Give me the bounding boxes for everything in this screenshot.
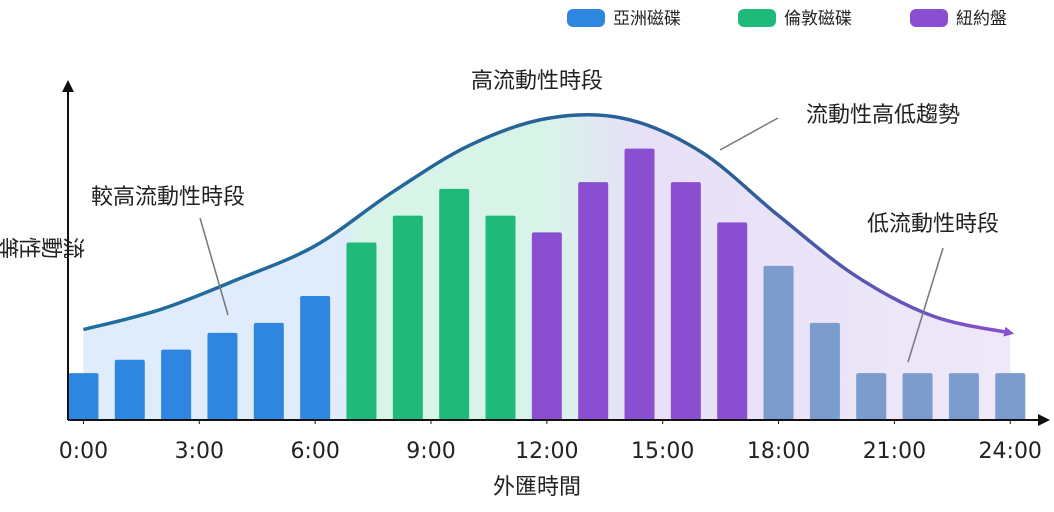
- legend-swatch: [910, 9, 948, 27]
- legend-label: 倫敦磁碟: [784, 9, 852, 29]
- y-axis-arrow: [62, 80, 74, 92]
- bar: [439, 188, 470, 420]
- bar: [624, 148, 655, 420]
- trend-line: [83, 112, 1015, 337]
- bar: [717, 222, 748, 420]
- annotation: 高流動性時段: [471, 69, 603, 94]
- bar: [346, 242, 377, 420]
- x-axis-label: 外匯時間: [493, 475, 581, 500]
- x-tick-label: 21:00: [863, 439, 926, 464]
- bar: [995, 373, 1026, 420]
- x-axis-arrow: [1038, 414, 1050, 426]
- x-tick-label: 18:00: [747, 439, 810, 464]
- bar: [902, 373, 933, 420]
- x-tick-label: 3:00: [175, 439, 224, 464]
- bar: [114, 359, 145, 420]
- bar: [253, 322, 284, 420]
- bar: [531, 232, 562, 420]
- x-tick-label: 15:00: [631, 439, 694, 464]
- y-axis-label: 流動性等級: [0, 233, 85, 259]
- bar: [670, 182, 701, 420]
- annotation: 低流動性時段: [867, 212, 999, 237]
- bar: [763, 265, 794, 420]
- bar: [809, 322, 840, 420]
- x-tick-label: 12:00: [515, 439, 578, 464]
- x-tick-label: 0:00: [59, 439, 108, 464]
- leader-line: [199, 217, 229, 316]
- bar: [948, 373, 979, 420]
- legend-label: 紐約盤: [956, 9, 1007, 29]
- legend-label: 亞洲磁碟: [613, 9, 681, 29]
- trend-label: 流動性高低趨勢: [806, 103, 960, 128]
- legend-swatch: [738, 9, 776, 27]
- x-tick-label: 9:00: [406, 439, 455, 464]
- leader-line: [907, 247, 944, 363]
- bar: [485, 215, 516, 420]
- bar: [856, 373, 887, 420]
- x-tick-label: 6:00: [290, 439, 339, 464]
- leader-line: [719, 117, 779, 151]
- annotation: 較高流動性時段: [91, 185, 245, 210]
- bar: [161, 349, 192, 420]
- bar: [207, 332, 238, 420]
- bar: [68, 373, 99, 420]
- bar: [392, 215, 423, 420]
- bar: [578, 182, 609, 420]
- x-tick-label: 24:00: [979, 439, 1042, 464]
- bar: [300, 296, 331, 420]
- legend-swatch: [567, 9, 605, 27]
